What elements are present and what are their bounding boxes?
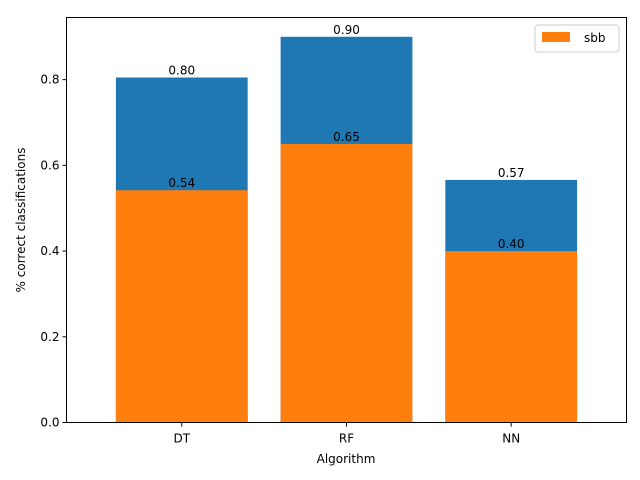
bar-labels-layer: 0.80 0.90 0.57 0.54 0.65 0.40 xyxy=(168,23,524,251)
x-axis-label: Algorithm xyxy=(317,452,376,466)
y-tick-label: 0.8 xyxy=(40,73,59,87)
bar-value-label: 0.65 xyxy=(333,130,360,144)
bars-layer xyxy=(115,36,578,423)
y-tick-label: 0.0 xyxy=(40,416,59,430)
bar-value-label: 0.80 xyxy=(168,64,195,78)
bar-value-label: 0.90 xyxy=(333,23,360,37)
legend: sbb xyxy=(534,24,620,53)
y-tick-label: 0.4 xyxy=(40,244,59,258)
bar-1-nn xyxy=(445,251,578,423)
bar-1-dt xyxy=(115,190,248,423)
legend-swatch-sbb xyxy=(542,32,570,42)
bar-value-label: 0.54 xyxy=(168,176,195,190)
legend-label-sbb: sbb xyxy=(584,31,606,45)
y-axis: 0.0 0.2 0.4 0.6 0.8 xyxy=(40,73,67,430)
x-tick-label: DT xyxy=(174,432,191,446)
y-tick-label: 0.6 xyxy=(40,158,59,172)
bar-1-rf xyxy=(280,143,413,423)
x-tick-label: RF xyxy=(339,432,354,446)
x-tick-label: NN xyxy=(502,432,520,446)
y-axis-label: % correct classifications xyxy=(14,148,28,293)
x-axis: DT RF NN xyxy=(174,422,520,446)
y-tick-label: 0.2 xyxy=(40,330,59,344)
bar-value-label: 0.57 xyxy=(498,166,525,180)
bar-value-label: 0.40 xyxy=(498,237,525,251)
legend-box xyxy=(534,24,620,53)
